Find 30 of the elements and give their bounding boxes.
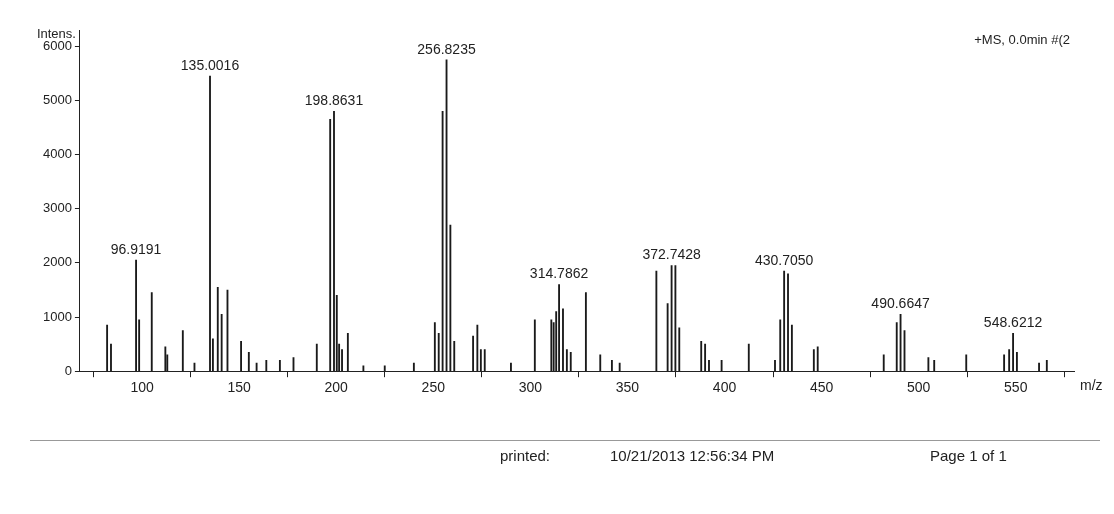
text: printed: [500,447,551,464]
y-tick-label: 2000 [43,254,72,270]
x-tick-label: 500 [907,379,931,396]
annotation: 314.7862 [529,265,589,282]
y-tick-label: 0 [64,362,72,378]
y-tick-label: 3000 [43,200,72,216]
text: 10/21/2013 12:56:34 PM [610,447,775,464]
x-tick-label: 400 [712,379,737,396]
x-tick-label: 100 [130,379,154,396]
x-tick-label: 450 [809,379,834,396]
x-tick-label: 300 [518,379,543,396]
x-tick-label: 150 [227,379,252,396]
y-tick-label: 5000 [43,91,72,107]
x-tick-label: 250 [421,379,446,396]
text: Page 1 of 1 [930,447,1007,464]
y-tick-label: 4000 [43,146,72,162]
annotation: 198.8631 [304,92,364,109]
annotation: 135.0016 [180,56,240,73]
annotation: 548.6212 [983,314,1043,331]
x-tick-label: 550 [1004,379,1028,396]
y-tick-label: 1000 [43,308,72,324]
annotation: 430.7050 [754,251,814,268]
annotation: 490.6647 [871,295,930,312]
annotation: 256.8235 [417,40,476,57]
x-tick-label: 350 [615,379,640,396]
annotation: 372.7428 [642,246,701,263]
x-axis-title: m/z [1080,377,1103,394]
annotation: 96.9191 [110,241,162,258]
x-tick-label: 200 [324,379,349,396]
annotation: +MS, 0.0min #(2 [974,32,1070,48]
